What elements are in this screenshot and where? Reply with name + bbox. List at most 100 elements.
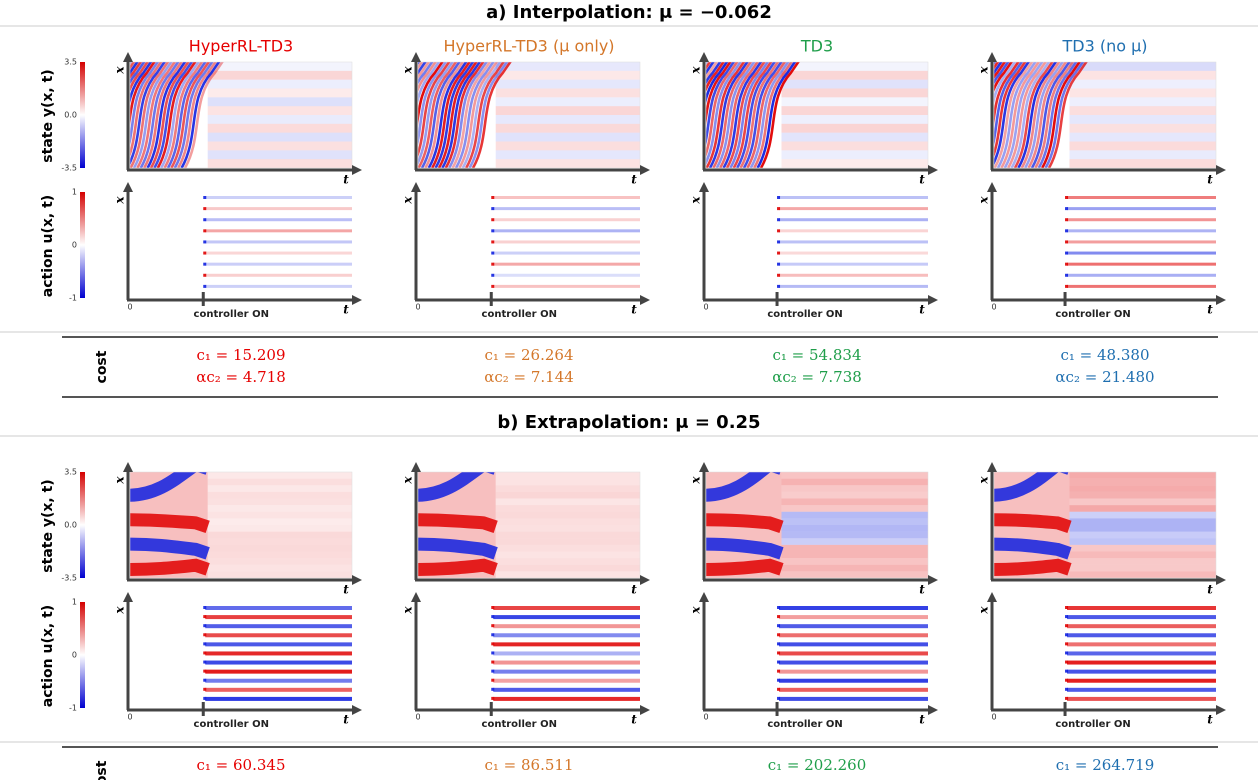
spot	[777, 615, 781, 619]
origin-label: 0	[127, 303, 132, 312]
wave	[170, 62, 211, 168]
wave	[706, 62, 746, 168]
axis-label: t	[919, 173, 925, 187]
spot	[777, 284, 781, 288]
spot	[203, 624, 207, 628]
stripe	[779, 262, 928, 266]
stripe	[781, 505, 928, 512]
axis-label: x	[689, 66, 703, 75]
stripe	[207, 544, 352, 552]
wave	[994, 472, 1069, 502]
cost-value: αc₂ = 21.480	[1055, 368, 1154, 386]
stripe	[781, 478, 928, 486]
controller-label: controller ON	[767, 719, 842, 730]
wave	[173, 62, 214, 168]
arrow-head	[123, 52, 133, 62]
spot	[491, 218, 495, 222]
stripe	[207, 115, 352, 124]
wave	[930, 58, 970, 168]
spot	[777, 262, 781, 266]
wave	[434, 62, 475, 168]
stripe	[493, 240, 640, 244]
wave	[418, 513, 498, 534]
wave	[441, 62, 482, 168]
arrow-head	[928, 575, 938, 585]
origin-label: 0	[703, 713, 708, 722]
wave	[427, 62, 468, 168]
stripe	[1069, 531, 1216, 539]
spot	[491, 687, 495, 691]
wave	[139, 62, 180, 168]
wave	[163, 62, 204, 168]
axis-label: t	[919, 303, 925, 317]
arrow-head	[1216, 295, 1226, 305]
spot	[1065, 687, 1069, 691]
axis-label: t	[919, 713, 925, 727]
colorbar-tick-label: 3.5	[64, 58, 77, 67]
stripe	[781, 70, 928, 80]
stripe	[779, 196, 928, 199]
wave	[1017, 62, 1058, 168]
stripe	[495, 531, 640, 539]
wave	[639, 58, 679, 168]
wave	[1037, 62, 1078, 168]
colorbar	[80, 472, 85, 578]
stripe	[1067, 624, 1216, 629]
stripe	[493, 196, 640, 199]
stripe	[1069, 115, 1216, 124]
stripe	[495, 518, 640, 525]
stripe	[1067, 678, 1216, 683]
stripe	[205, 633, 352, 638]
wave	[722, 62, 763, 168]
stripe	[1067, 633, 1216, 638]
stripe	[495, 525, 640, 532]
arrow-head	[640, 165, 650, 175]
stripe	[1067, 251, 1216, 255]
wave	[149, 62, 190, 168]
stripe	[205, 687, 352, 692]
stripe	[207, 538, 352, 545]
stripe	[207, 531, 352, 539]
stripe	[781, 538, 928, 545]
spot	[1065, 196, 1069, 199]
wave	[749, 62, 790, 168]
stripe	[781, 79, 928, 89]
wave	[1024, 62, 1065, 168]
spot	[203, 207, 207, 211]
stripe	[1067, 696, 1216, 701]
stripe	[1067, 660, 1216, 665]
method-name: TD3 (no μ)	[1061, 37, 1147, 56]
wave	[706, 62, 726, 93]
arrow-head	[928, 165, 938, 175]
stripe	[205, 669, 352, 674]
stripe	[1067, 669, 1216, 674]
stripe	[1069, 106, 1216, 115]
cost-value: c₁ = 60.345	[196, 756, 285, 774]
stripe	[493, 633, 640, 638]
stripe	[781, 511, 928, 519]
arrow-head	[699, 52, 709, 62]
spot	[1065, 696, 1069, 700]
wave	[418, 537, 498, 560]
colorbar-tick-label: 1	[72, 188, 77, 197]
axis-label: x	[401, 196, 415, 205]
wave	[1007, 62, 1048, 168]
arrow-head	[640, 575, 650, 585]
axis-label: x	[401, 66, 415, 75]
spot	[203, 669, 207, 673]
stripe	[1069, 491, 1216, 499]
stripe	[779, 633, 928, 638]
stripe	[781, 551, 928, 559]
stripe	[493, 273, 640, 277]
spot	[203, 262, 207, 266]
arrow-head	[699, 462, 709, 472]
wave	[130, 62, 146, 85]
wave	[994, 537, 1072, 560]
arrow-head	[352, 575, 362, 585]
wave	[756, 62, 797, 168]
spot	[777, 633, 781, 637]
arrow-head	[123, 182, 133, 192]
spot	[777, 218, 781, 222]
stripe	[779, 624, 928, 629]
wave	[418, 472, 495, 502]
